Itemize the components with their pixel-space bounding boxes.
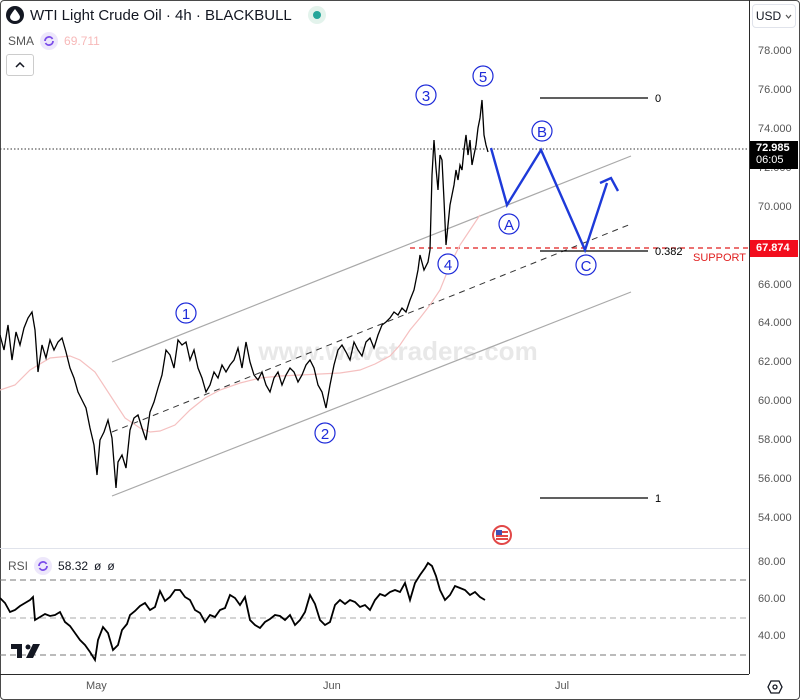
svg-text:B: B (537, 124, 547, 141)
last-price-tag: 72.985 06:05 (750, 141, 798, 169)
settings-hexagon-icon (767, 680, 783, 694)
rsi-line (0, 561, 486, 663)
us-flag-event-icon (492, 525, 512, 545)
chart-canvas[interactable]: www.wavetraders.com 1 2 3 4 5 A B C 0 0.… (0, 0, 749, 674)
market-status-indicator[interactable] (307, 6, 326, 24)
sync-icon[interactable] (34, 557, 53, 575)
price-tick: 54.000 (758, 512, 792, 524)
pane-separator[interactable] (0, 548, 749, 549)
time-label: May (86, 680, 107, 692)
svg-text:2: 2 (321, 426, 329, 443)
wave-label-1: 1 (175, 302, 197, 324)
fib-382-label: 0.382 (655, 246, 683, 258)
support-label: SUPPORT (693, 252, 746, 264)
market-open-dot (312, 11, 321, 19)
fib-1-label: 1 (655, 493, 661, 505)
wave-label-3: 3 (415, 84, 437, 106)
rsi-tick: 40.00 (758, 630, 786, 642)
wave-label-5: 5 (472, 65, 494, 87)
price-series (0, 99, 489, 489)
svg-text:C: C (581, 258, 592, 275)
sma-label: SMA (8, 34, 35, 48)
support-price-tag: 67.874 (750, 240, 798, 257)
time-label: Jul (555, 680, 570, 692)
price-axis[interactable] (749, 0, 800, 674)
price-tick: 60.000 (758, 395, 792, 407)
svg-text:4: 4 (444, 257, 452, 274)
price-tick: 74.000 (758, 123, 792, 135)
svg-text:1: 1 (182, 306, 190, 323)
chevron-up-icon (15, 62, 25, 68)
price-tick: 70.000 (758, 201, 792, 213)
collapse-legend-button[interactable] (6, 54, 34, 76)
sma-line (0, 214, 481, 433)
wave-label-C: C (575, 254, 597, 276)
svg-text:5: 5 (479, 69, 487, 86)
rsi-value: 58.32 (58, 559, 89, 573)
channel-lower-line (111, 291, 632, 497)
price-tick: 58.000 (758, 434, 792, 446)
time-axis[interactable] (0, 674, 749, 700)
price-tick: 62.000 (758, 356, 792, 368)
currency-button[interactable]: USD (752, 4, 796, 28)
price-tick: 66.000 (758, 279, 792, 291)
tradingview-logo (11, 644, 40, 658)
rsi-extra-1: ø (94, 559, 102, 573)
svg-text:3: 3 (422, 88, 430, 105)
wave-label-2: 2 (314, 422, 336, 444)
wave-label-A: A (498, 213, 520, 235)
channel-upper-line (111, 155, 632, 363)
price-tick: 76.000 (758, 84, 792, 96)
rsi-tick: 80.00 (758, 556, 786, 568)
sma-legend[interactable]: SMA 69.711 (8, 32, 100, 50)
fib-0-label: 0 (655, 93, 661, 105)
rsi-tick: 60.00 (758, 593, 786, 605)
rsi-legend[interactable]: RSI 58.32 ø ø (8, 557, 115, 575)
chart-settings-button[interactable] (766, 678, 784, 696)
projection-path (489, 147, 609, 254)
rsi-label: RSI (8, 559, 29, 573)
wave-label-B: B (531, 120, 553, 142)
price-tick: 64.000 (758, 317, 792, 329)
rsi-extra-2: ø (107, 559, 115, 573)
currency-label: USD (755, 9, 782, 23)
symbol-title: WTI Light Crude Oil · 4h · BLACKBULL (30, 6, 292, 24)
sync-icon[interactable] (40, 32, 59, 50)
sma-value: 69.711 (64, 34, 100, 48)
oil-drop-icon (6, 6, 24, 24)
watermark: www.wavetraders.com (257, 336, 537, 366)
chevron-down-icon (785, 14, 792, 19)
time-label: Jun (323, 680, 341, 692)
bar-countdown: 06:05 (756, 154, 784, 166)
projection-arrowhead (599, 176, 620, 192)
channel-mid-line (111, 223, 632, 433)
symbol-header[interactable]: WTI Light Crude Oil · 4h · BLACKBULL (6, 6, 326, 24)
svg-text:A: A (504, 217, 514, 234)
last-price-value: 72.985 (756, 142, 790, 154)
wave-label-4: 4 (437, 253, 459, 275)
price-tick: 56.000 (758, 473, 792, 485)
price-tick: 78.000 (758, 45, 792, 57)
